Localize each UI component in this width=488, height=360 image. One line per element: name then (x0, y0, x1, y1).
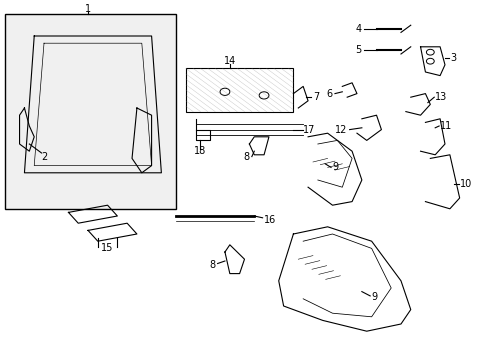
Text: 8: 8 (208, 260, 215, 270)
Bar (185, 68, 293, 112)
Text: 9: 9 (332, 162, 338, 172)
Text: 10: 10 (459, 179, 471, 189)
Text: 12: 12 (334, 125, 346, 135)
Text: 14: 14 (223, 56, 236, 66)
Text: 17: 17 (303, 125, 315, 135)
Text: 4: 4 (355, 24, 361, 34)
Text: 15: 15 (101, 243, 114, 253)
Text: 11: 11 (439, 121, 451, 131)
Bar (5, 14, 176, 209)
Text: 1: 1 (85, 4, 91, 14)
Text: 18: 18 (194, 146, 206, 156)
Text: 2: 2 (41, 152, 47, 162)
Text: 9: 9 (371, 292, 377, 302)
Text: 5: 5 (355, 45, 361, 55)
Text: 7: 7 (312, 92, 319, 102)
Text: 3: 3 (449, 53, 455, 63)
Text: 16: 16 (264, 215, 276, 225)
Text: 8: 8 (243, 152, 249, 162)
Text: 6: 6 (325, 89, 332, 99)
Text: 13: 13 (434, 92, 447, 102)
